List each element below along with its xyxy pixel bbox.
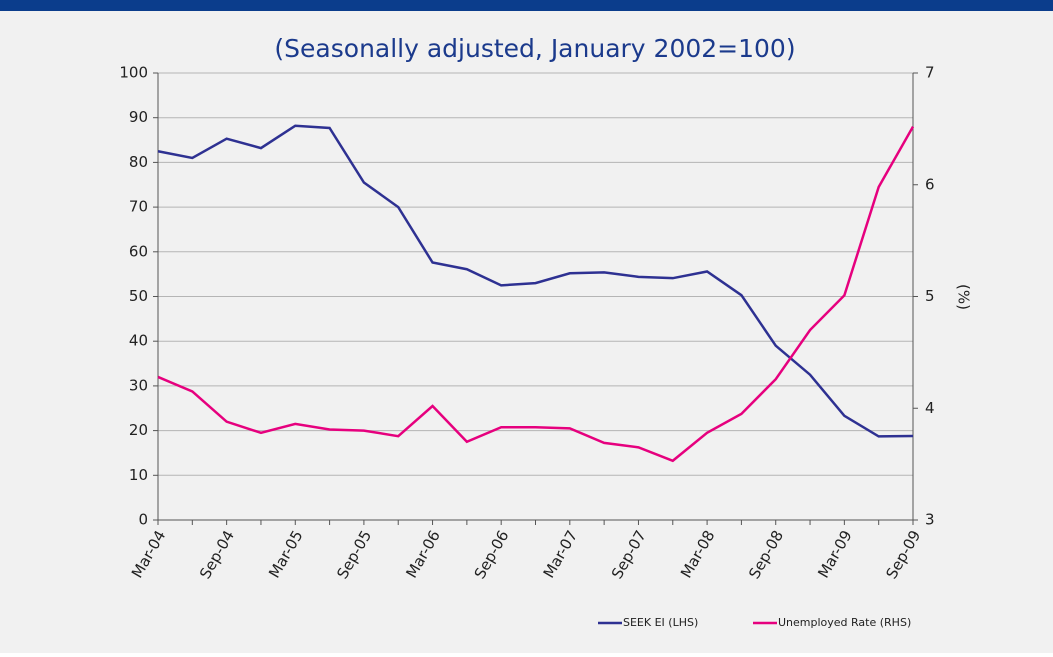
y-tick-label: 50 <box>129 287 148 305</box>
legend-label: Unemployed Rate (RHS) <box>778 616 911 629</box>
y-tick-label: 0 <box>138 511 148 529</box>
top-band <box>0 0 1053 11</box>
y2-tick-label: 5 <box>925 287 935 305</box>
legend-label: SEEK EI (LHS) <box>623 616 698 629</box>
y-tick-label: 40 <box>129 332 148 350</box>
y2-tick-label: 6 <box>925 175 935 193</box>
y-tick-label: 10 <box>129 466 148 484</box>
series-line <box>157 126 915 463</box>
y-tick-label: 70 <box>129 198 148 216</box>
y2-tick-label: 3 <box>925 511 935 529</box>
y2-tick-label: 4 <box>925 399 935 417</box>
y-tick-label: 100 <box>119 64 148 82</box>
y2-tick-label: 7 <box>925 64 935 82</box>
chart-title: (Seasonally adjusted, January 2002=100) <box>274 34 795 63</box>
y2-axis-label: (%) <box>955 284 973 310</box>
y-tick-label: 30 <box>129 376 148 394</box>
y-tick-label: 80 <box>129 153 148 171</box>
y-tick-label: 60 <box>129 242 148 260</box>
y-tick-label: 90 <box>129 108 148 126</box>
series-line <box>157 124 914 438</box>
y-tick-label: 20 <box>129 421 148 439</box>
